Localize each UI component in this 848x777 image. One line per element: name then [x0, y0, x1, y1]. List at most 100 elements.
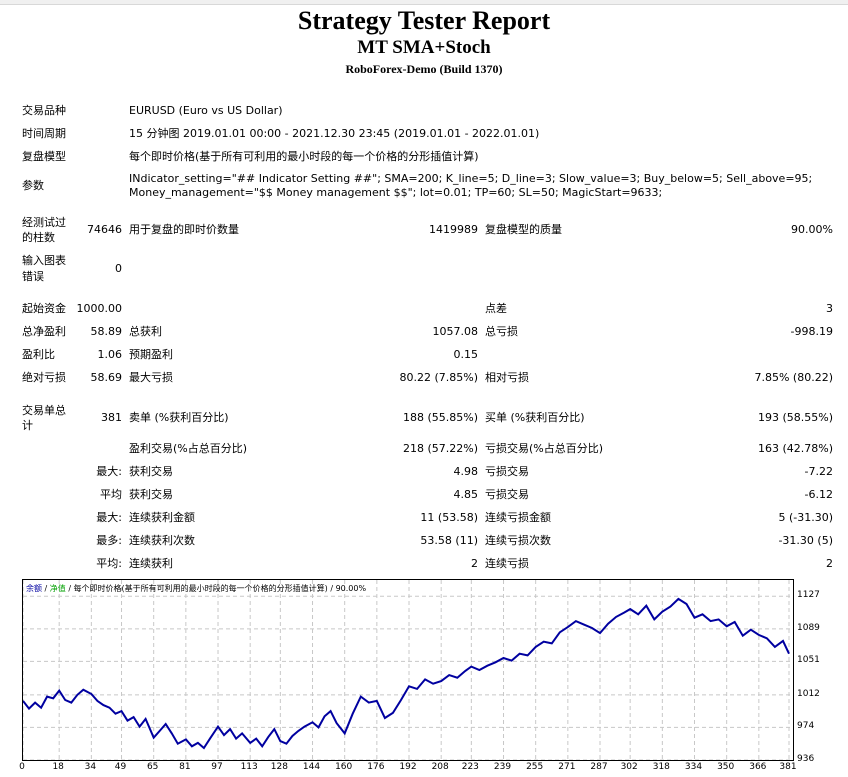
quality-label: 复盘模型的质量	[485, 223, 562, 236]
errors-label-line1: 输入图表	[22, 254, 66, 267]
total-trades-label-line2: 计	[22, 419, 33, 432]
max-consec-profit-label: 连续获利次数	[129, 534, 195, 547]
period-label: 时间周期	[22, 127, 66, 140]
avg-consec-losses-label: 连续亏损	[485, 557, 529, 570]
bars-label-line2: 的柱数	[22, 231, 55, 244]
x-tick-label: 192	[399, 762, 417, 772]
errors-value: 0	[115, 262, 122, 275]
avg-loss-value: -6.12	[804, 488, 833, 501]
profit-trades-value: 218 (57.22%)	[402, 442, 478, 455]
x-tick-label: 366	[749, 762, 767, 772]
abs-drawdown-label: 绝对亏损	[22, 371, 66, 384]
net-profit-value: 58.89	[90, 325, 123, 338]
report-title: Strategy Tester Report	[297, 6, 551, 35]
rel-drawdown-label: 相对亏损	[485, 371, 529, 384]
x-tick-label: 160	[335, 762, 353, 772]
deposit-value: 1000.00	[76, 302, 123, 315]
x-tick-label: 302	[620, 762, 638, 772]
ticks-label: 用于复盘的即时价数量	[129, 223, 239, 236]
spread-label: 点差	[485, 302, 507, 315]
loss-trades-label: 亏损交易(%占总百分比)	[485, 442, 604, 455]
x-tick-label: 81	[179, 762, 191, 772]
server-build: RoboForex-Demo (Build 1370)	[345, 62, 503, 76]
gross-loss-label: 总亏损	[485, 325, 518, 338]
strategy-name: MT SMA+Stoch	[357, 37, 491, 58]
most-prefix: 最多:	[96, 534, 122, 547]
y-tick-label: 1051	[797, 655, 820, 666]
x-tick-label: 287	[590, 762, 608, 772]
largest-loss-label: 亏损交易	[485, 465, 529, 478]
max-consec-losses-label: 连续亏损金额	[485, 511, 551, 524]
largest-profit-label: 获利交易	[129, 465, 173, 478]
legend-separator: /	[42, 584, 50, 593]
y-tick-label: 974	[797, 721, 815, 732]
gross-loss-value: -998.19	[790, 325, 833, 338]
long-trades-label: 买单 (%获利百分比)	[485, 411, 585, 424]
x-tick-label: 176	[367, 762, 385, 772]
spread-value: 3	[826, 302, 833, 315]
average-prefix: 平均	[100, 488, 122, 501]
bars-label-line1: 经测试过	[22, 216, 66, 229]
avg-loss-label: 亏损交易	[485, 488, 529, 501]
profit-factor-value: 1.06	[97, 348, 123, 361]
avg-consec-wins-value: 2	[471, 557, 478, 570]
x-tick-label: 271	[558, 762, 576, 772]
params-line-1: INdicator_setting="## Indicator Setting …	[129, 172, 813, 185]
largest-prefix: 最大:	[96, 465, 122, 478]
x-tick-label: 128	[270, 762, 288, 772]
symbol-label: 交易品种	[22, 104, 66, 117]
x-tick-label: 49	[114, 762, 127, 772]
avg-consec-losses-value: 2	[826, 557, 833, 570]
params-line-2: Money_management="$$ Money management $$…	[129, 186, 663, 199]
avg-profit-label: 获利交易	[129, 488, 173, 501]
total-trades-label-line1: 交易单总	[22, 404, 66, 417]
max-consec-wins-value: 11 (53.58)	[420, 511, 478, 524]
quality-value: 90.00%	[791, 223, 833, 236]
largest-loss-value: -7.22	[804, 465, 833, 478]
max-consec-wins-label: 连续获利金额	[129, 511, 195, 524]
short-trades-value: 188 (55.85%)	[402, 411, 478, 424]
y-tick-label: 1089	[797, 622, 820, 633]
x-tick-label: 113	[240, 762, 258, 772]
balance-chart-plot	[22, 580, 793, 761]
balance-chart	[22, 579, 794, 761]
errors-label-line2: 错误	[22, 270, 44, 283]
period-value: 15 分钟图 2019.01.01 00:00 - 2021.12.30 23:…	[129, 127, 540, 140]
model-value: 每个即时价格(基于所有可利用的最小时段的每一个价格的分形插值计算)	[129, 150, 479, 163]
expected-payoff-value: 0.15	[453, 348, 479, 361]
x-tick-label: 334	[684, 762, 703, 772]
params-label: 参数	[22, 179, 44, 192]
x-tick-label: 381	[779, 762, 797, 772]
short-trades-label: 卖单 (%获利百分比)	[129, 411, 229, 424]
avg-consec-wins-label: 连续获利	[129, 557, 173, 570]
model-label: 复盘模型	[22, 150, 66, 163]
x-tick-label: 350	[717, 762, 735, 772]
x-tick-label: 255	[526, 762, 544, 772]
net-profit-label: 总净盈利	[22, 325, 66, 338]
max-consec-prefix: 最大:	[96, 511, 122, 524]
max-consec-profit-value: 53.58 (11)	[420, 534, 478, 547]
deposit-label: 起始资金	[22, 302, 66, 315]
max-consec-losses-value: 5 (-31.30)	[778, 511, 833, 524]
max-drawdown-label: 最大亏损	[129, 371, 173, 384]
balance-line	[22, 597, 790, 750]
gross-profit-value: 1057.08	[432, 325, 479, 338]
y-tick-label: 1012	[797, 688, 820, 699]
expected-payoff-label: 预期盈利	[129, 348, 173, 361]
profit-factor-label: 盈利比	[22, 348, 55, 361]
browser-top-strip	[0, 0, 848, 5]
legend-equity: 净值	[49, 584, 66, 593]
x-tick-label: 0	[19, 762, 25, 772]
x-tick-label: 18	[52, 762, 64, 772]
loss-trades-value: 163 (42.78%)	[757, 442, 833, 455]
max-drawdown-value: 80.22 (7.85%)	[399, 371, 478, 384]
x-tick-label: 318	[652, 762, 670, 772]
x-tick-label: 97	[211, 762, 223, 772]
largest-profit-value: 4.98	[453, 465, 479, 478]
bars-value: 74646	[87, 223, 122, 236]
avg-consec-prefix: 平均:	[96, 557, 122, 570]
abs-drawdown-value: 58.69	[90, 371, 123, 384]
avg-profit-value: 4.85	[453, 488, 479, 501]
x-tick-label: 223	[461, 762, 479, 772]
total-trades-value: 381	[101, 411, 122, 424]
